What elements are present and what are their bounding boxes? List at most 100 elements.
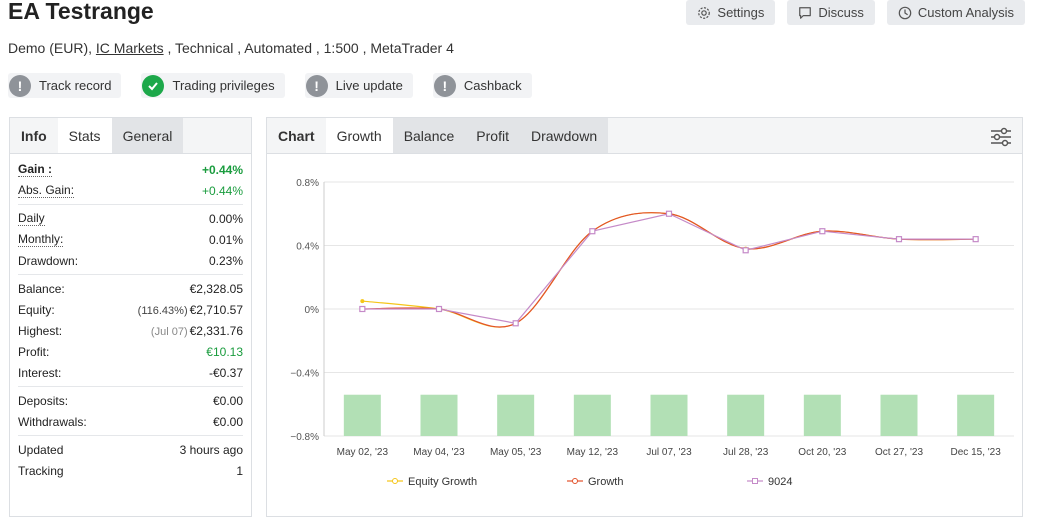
stat-value: 0.23% [208,253,243,268]
equity-growth-line [362,212,976,328]
stat-label: Updated [18,442,64,457]
check-icon [142,74,165,97]
stat-label[interactable]: Abs. Gain: [18,183,75,198]
tab-general[interactable]: General [111,118,184,153]
badge-trading-privileges[interactable]: Trading privileges [141,73,285,98]
bar [343,394,381,436]
badge-track-record[interactable]: ! Track record [8,73,122,98]
x-tick-label: Jul 28, '23 [723,447,769,458]
x-tick-label: May 05, '23 [490,447,542,458]
comment-icon [799,6,812,19]
stat-highest: Highest: (Jul 07) €2,331.76 [18,320,243,341]
badge-list: ! Track record Trading privileges ! Live… [8,73,532,98]
y-tick-label: 0% [305,305,320,316]
stat-tracking: Tracking 1 [18,460,243,481]
stat-label[interactable]: Gain : [18,162,53,177]
settings-button[interactable]: Settings [686,0,776,25]
stat-value: €0.00 [212,414,243,429]
stats-panel: Info Stats General Gain : +0.44% Abs. Gai… [9,117,252,517]
sub-suffix: , Technical , Automated , 1:500 , MetaTr… [163,40,454,56]
stat-label: Balance: [18,281,65,296]
stat-label[interactable]: Monthly: [18,232,64,247]
stat-profit: Profit: €10.13 [18,341,243,362]
series-9024-line [362,213,976,324]
custom-analysis-button[interactable]: Custom Analysis [886,0,1025,25]
stat-balance: Balance: €2,328.05 [18,278,243,299]
stat-drawdown: Drawdown: 0.23% [18,250,243,271]
legend-growth-label: Growth [588,476,623,488]
stat-value: +0.44% [201,183,243,198]
stat-value: €2,331.76 [189,323,243,338]
badge-cashback[interactable]: ! Cashback [432,73,532,98]
account-subtitle: Demo (EUR), IC Markets , Technical , Aut… [8,40,454,56]
stat-value: €2,710.57 [189,302,243,317]
badge-live-update[interactable]: ! Live update [304,73,413,98]
series-9024-point [665,210,673,217]
stat-daily: Daily 0.00% [18,208,243,229]
tab-chart[interactable]: Chart [278,127,315,144]
series-9024-point [435,305,443,313]
stat-deposits: Deposits: €0.00 [18,390,243,411]
sliders-icon[interactable] [990,126,1012,148]
discuss-button[interactable]: Discuss [787,0,875,25]
stat-label: Deposits: [18,393,69,408]
stat-updated: Updated 3 hours ago [18,439,243,460]
y-tick-label: 0.8% [296,178,319,189]
stat-abs-gain: Abs. Gain: +0.44% [18,180,243,201]
broker-link[interactable]: IC Markets [95,40,164,56]
tab-growth[interactable]: Growth [325,118,393,153]
growth-line [362,212,976,328]
stats-tabs: Info Stats General [10,118,251,154]
stat-sub: (116.43%) [137,304,188,317]
tab-drawdown[interactable]: Drawdown [519,118,609,153]
legend-9024-marker [752,478,758,484]
stat-monthly: Monthly: 0.01% [18,229,243,250]
stat-label: Drawdown: [18,253,79,268]
y-tick-label: −0.4% [290,369,319,380]
header-actions: Settings Discuss Custom Analysis [686,0,1025,25]
equity-growth-point [360,299,365,304]
stat-label: Withdrawals: [18,414,87,429]
legend-equity-growth-marker [392,478,398,484]
stat-interest: Interest: -€0.37 [18,362,243,383]
series-9024-point [742,247,749,254]
stat-value: 3 hours ago [179,442,243,457]
tab-info[interactable]: Info [21,127,47,144]
bar [880,394,918,436]
x-tick-label: Oct 20, '23 [798,447,846,458]
badge-label: Track record [39,78,112,93]
y-tick-label: −0.8% [290,432,319,443]
tab-balance[interactable]: Balance [392,118,466,153]
exclamation-icon: ! [9,74,31,97]
bar [803,394,841,436]
stat-gain: Gain : +0.44% [18,159,243,180]
stat-withdrawals: Withdrawals: €0.00 [18,411,243,432]
tab-stats[interactable]: Stats [57,118,112,153]
series-9024-point [512,320,519,327]
stat-label: Highest: [18,323,63,338]
stat-equity: Equity: (116.43%) €2,710.57 [18,299,243,320]
bar [497,394,535,436]
stat-label: Interest: [18,365,62,380]
chart-tabs: Chart Growth Balance Profit Drawdown [267,118,1022,154]
settings-label: Settings [717,5,765,20]
tab-profit[interactable]: Profit [465,118,520,153]
exclamation-icon: ! [305,74,328,97]
legend-9024-label: 9024 [768,476,792,488]
x-tick-label: Oct 27, '23 [875,447,923,458]
stat-value: 0.00% [208,211,243,226]
stat-label[interactable]: Daily [18,211,45,226]
series-9024-point [972,236,979,243]
exclamation-icon: ! [433,74,456,97]
stat-value: 1 [236,463,243,478]
badge-label: Live update [335,78,403,93]
x-tick-label: Dec 15, '23 [951,447,1002,458]
y-tick-label: 0.4% [296,242,319,253]
legend-growth-marker [572,478,578,484]
series-9024-point [819,228,826,235]
discuss-label: Discuss [818,5,864,20]
stat-sub: (Jul 07) [150,325,188,338]
x-tick-label: Jul 07, '23 [646,447,692,458]
legend-equity-growth-label: Equity Growth [408,476,477,488]
chart-panel: Chart Growth Balance Profit Drawdown 0.8… [266,117,1023,517]
